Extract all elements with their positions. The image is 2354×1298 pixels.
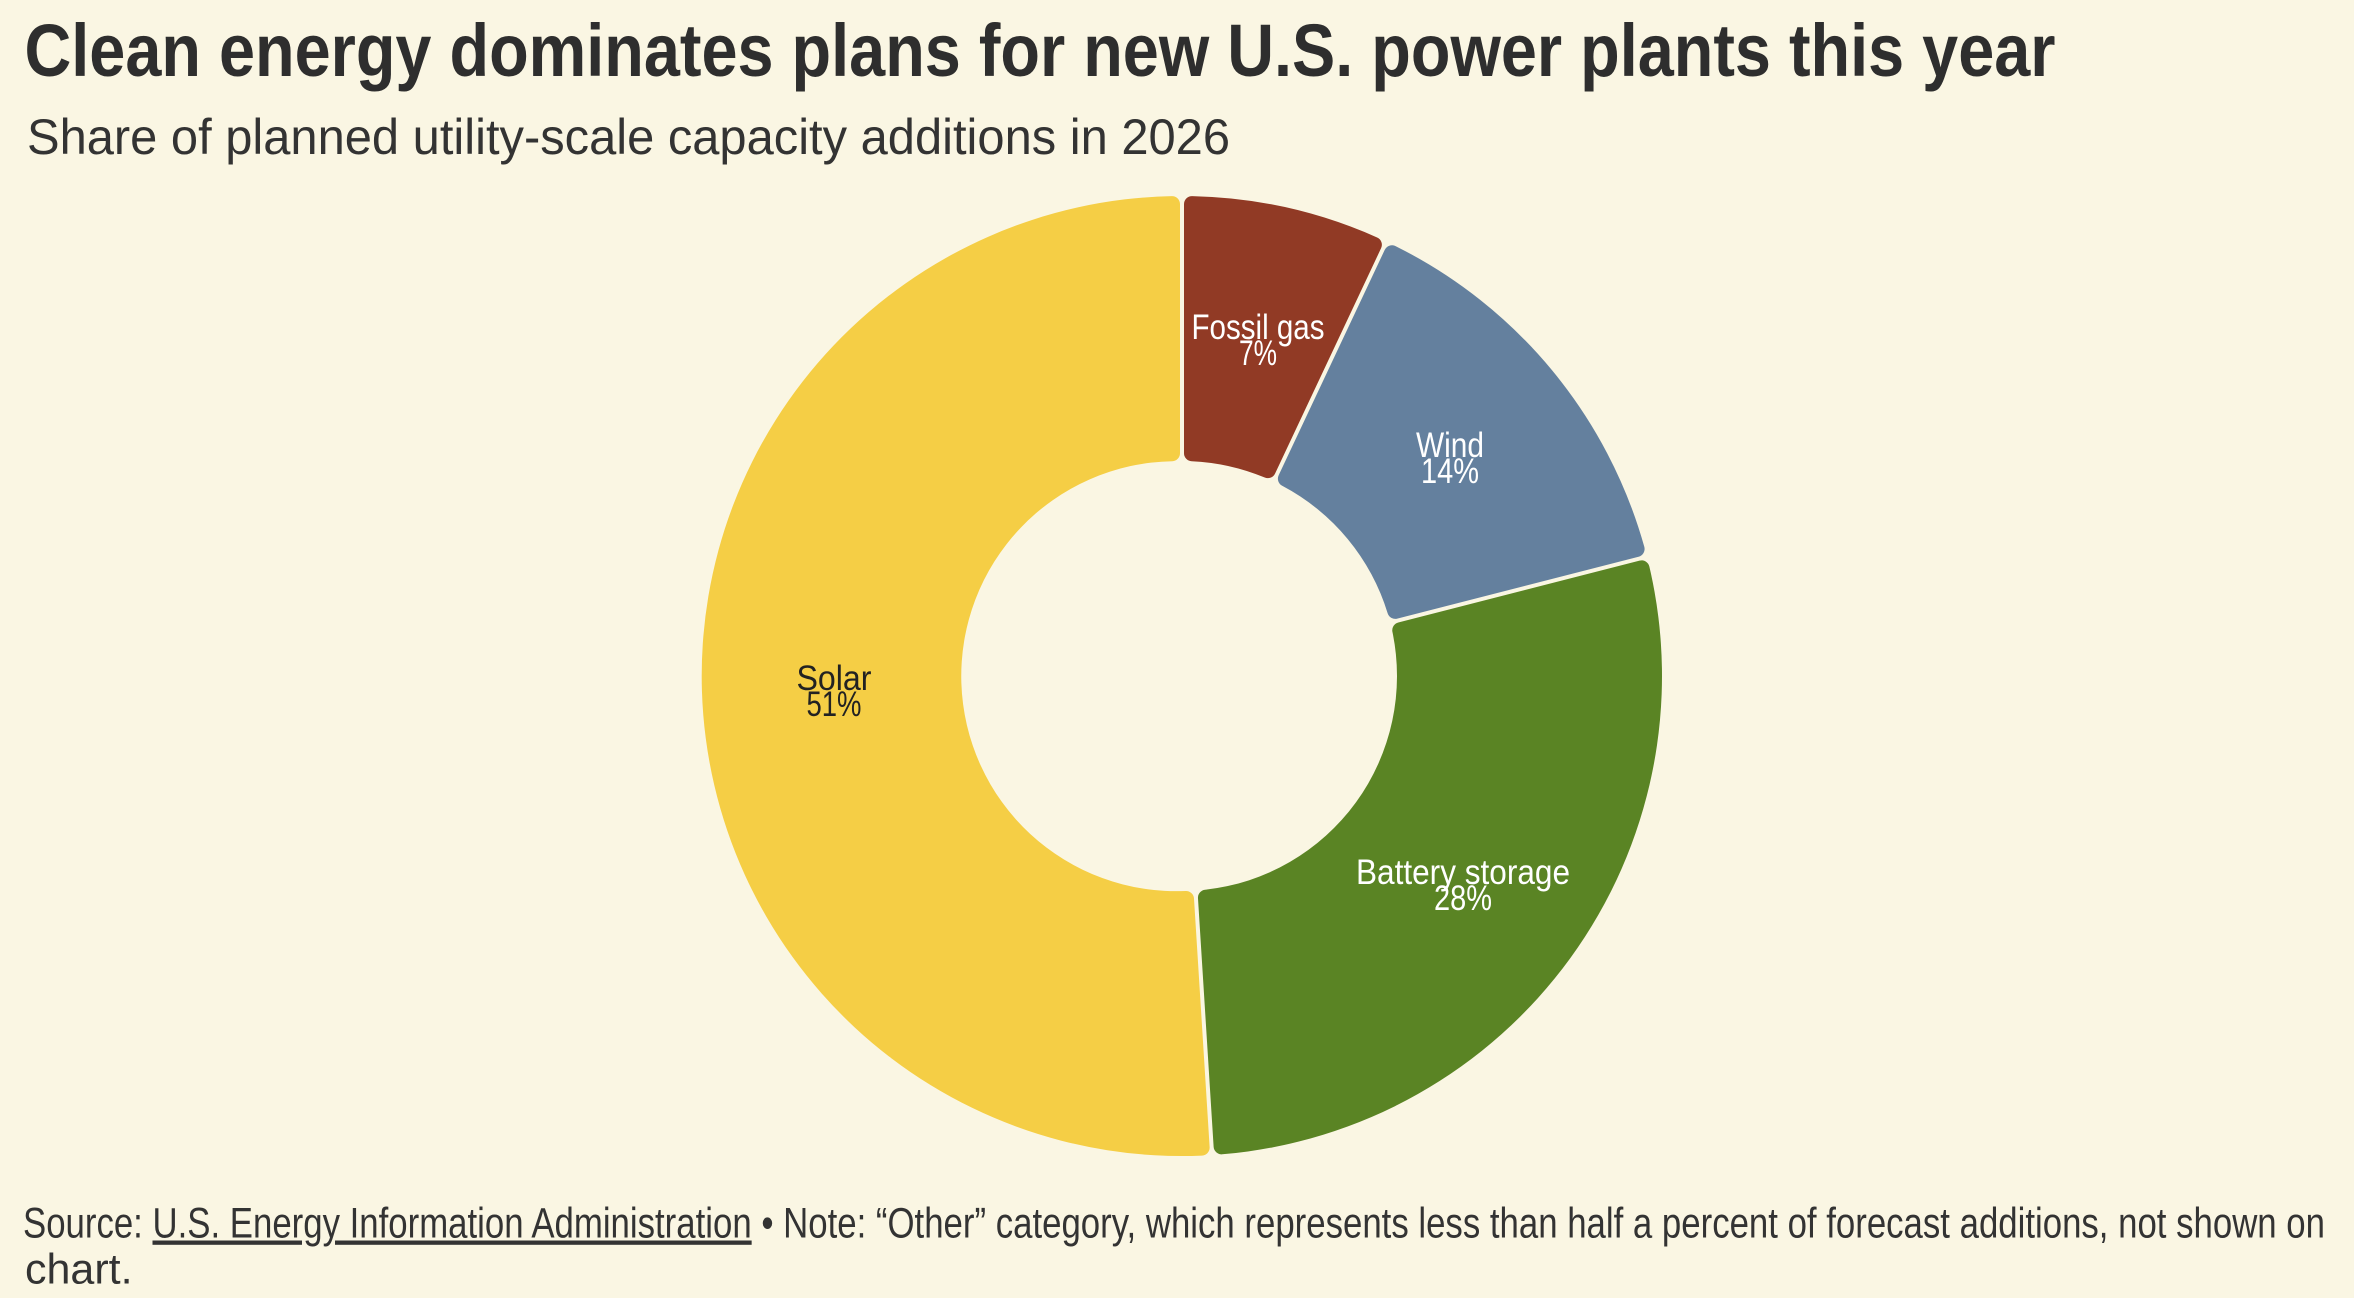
svg-text:Battery storage: Battery storage: [1356, 853, 1570, 892]
svg-text:Share of planned utility-scale: Share of planned utility-scale capacity …: [27, 109, 1230, 165]
svg-text:28%: 28%: [1434, 879, 1492, 918]
svg-text:Source: U.S. Energy Informatio: Source: U.S. Energy Information Administ…: [23, 1200, 2325, 1248]
svg-text:Wind: Wind: [1416, 426, 1484, 465]
svg-text:51%: 51%: [807, 685, 862, 724]
svg-text:7%: 7%: [1239, 334, 1277, 373]
svg-text:Clean energy dominates plans f: Clean energy dominates plans for new U.S…: [25, 9, 2056, 92]
svg-text:Fossil gas: Fossil gas: [1192, 308, 1325, 347]
svg-text:chart.: chart.: [25, 1245, 133, 1293]
svg-text:14%: 14%: [1421, 452, 1479, 491]
svg-text:Solar: Solar: [797, 659, 872, 698]
